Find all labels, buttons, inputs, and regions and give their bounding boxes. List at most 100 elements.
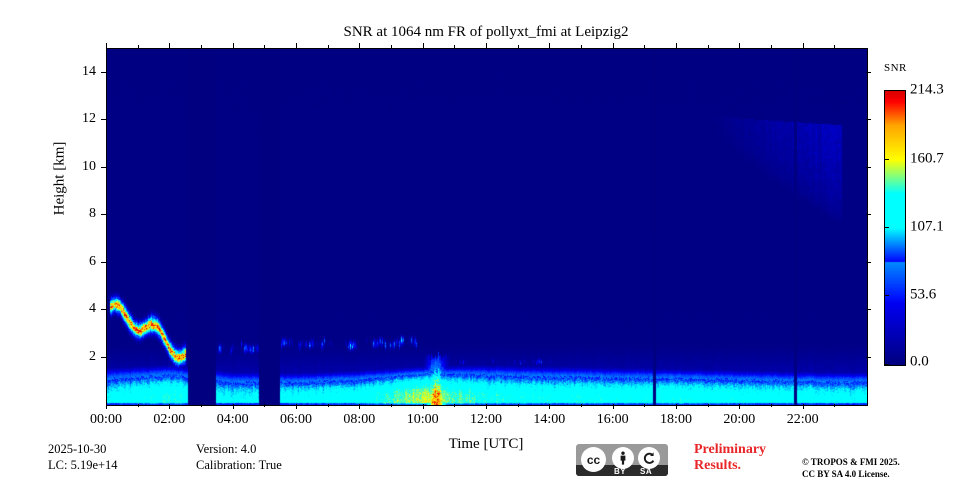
x-axis-minor-tick bbox=[454, 45, 456, 48]
y-axis-tick-label: 12 bbox=[82, 111, 96, 127]
x-axis-minor-tick bbox=[264, 45, 266, 48]
colorbar-title: SNR bbox=[884, 62, 907, 74]
colorbar bbox=[884, 90, 906, 366]
copyright-line-1: © TROPOS & FMI 2025. bbox=[802, 457, 900, 467]
x-axis-tick bbox=[169, 43, 171, 48]
x-axis-tick-label: 18:00 bbox=[660, 412, 692, 427]
x-axis-minor-tick bbox=[454, 404, 456, 407]
y-axis-tick bbox=[866, 356, 871, 358]
y-axis-tick bbox=[101, 119, 106, 121]
x-axis-tick bbox=[232, 43, 234, 48]
x-axis-tick bbox=[802, 404, 804, 409]
colorbar-tick-label: 53.6 bbox=[910, 286, 937, 303]
x-axis-tick-label: 22:00 bbox=[786, 412, 819, 427]
x-axis-tick bbox=[106, 404, 107, 409]
x-axis-tick-label: 16:00 bbox=[596, 412, 629, 427]
y-axis-tick-label: 10 bbox=[82, 158, 96, 174]
x-axis-minor-tick bbox=[834, 404, 836, 407]
x-axis-tick bbox=[359, 404, 361, 409]
y-axis-tick bbox=[866, 309, 871, 311]
x-axis-minor-tick bbox=[707, 404, 709, 407]
x-axis-minor-tick bbox=[201, 404, 202, 407]
x-axis-tick bbox=[549, 404, 551, 409]
snr-heatmap bbox=[107, 49, 867, 405]
x-axis-tick-label: 20:00 bbox=[723, 412, 756, 427]
y-axis-tick bbox=[101, 309, 106, 311]
cc-logo-icon: cc bbox=[581, 447, 606, 472]
x-axis-tick bbox=[802, 43, 804, 48]
x-axis-minor-tick bbox=[137, 404, 139, 407]
y-axis-label: Height [km] bbox=[51, 141, 68, 216]
heatmap-plot-area bbox=[106, 48, 868, 406]
footer-lidar-constant: LC: 5.19e+14 bbox=[48, 458, 118, 472]
y-axis-tick-label: 6 bbox=[89, 253, 96, 269]
colorbar-tick bbox=[885, 227, 889, 229]
x-axis-tick bbox=[486, 404, 487, 409]
x-axis-tick bbox=[106, 43, 107, 48]
x-axis-tick-label: 14:00 bbox=[533, 412, 566, 427]
x-axis-minor-tick bbox=[581, 404, 582, 407]
cc-logo-text: cc bbox=[586, 452, 601, 467]
x-axis-tick bbox=[486, 43, 487, 48]
cc-sa-label: SA bbox=[640, 467, 653, 476]
y-axis-tick bbox=[866, 166, 871, 168]
x-axis-minor-tick bbox=[581, 45, 582, 48]
cc-attribution-icon bbox=[612, 447, 634, 469]
x-axis-tick bbox=[549, 43, 551, 48]
x-axis-tick bbox=[422, 404, 424, 409]
x-axis-minor-tick bbox=[327, 45, 329, 48]
x-axis-minor-tick bbox=[771, 404, 772, 407]
colorbar-tick bbox=[885, 295, 889, 297]
x-axis-minor-tick bbox=[707, 45, 709, 48]
x-axis-tick bbox=[739, 43, 741, 48]
x-axis-tick bbox=[676, 404, 677, 409]
y-axis-tick bbox=[866, 71, 871, 73]
copyright-line-2: CC BY SA 4.0 License. bbox=[802, 469, 890, 480]
x-axis-tick bbox=[232, 404, 234, 409]
x-axis-minor-tick bbox=[644, 404, 646, 407]
x-axis-tick bbox=[739, 404, 741, 409]
colorbar-tick bbox=[885, 90, 889, 91]
x-axis-tick bbox=[169, 404, 171, 409]
x-axis-tick-label: 04:00 bbox=[216, 412, 249, 427]
footer-calibration: Calibration: True bbox=[196, 458, 282, 472]
y-axis-tick bbox=[866, 214, 871, 216]
y-axis-tick bbox=[866, 261, 871, 263]
x-axis-minor-tick bbox=[327, 404, 329, 407]
x-axis-tick-label: 10:00 bbox=[406, 412, 439, 427]
x-axis-tick-label: 06:00 bbox=[280, 412, 312, 427]
x-axis-tick-label: 02:00 bbox=[153, 412, 186, 427]
colorbar-gradient bbox=[885, 91, 905, 365]
colorbar-tick-label: 214.3 bbox=[910, 81, 944, 98]
x-axis-minor-tick bbox=[137, 45, 139, 48]
x-axis-tick bbox=[296, 43, 297, 48]
x-axis-tick-label: 12:00 bbox=[470, 412, 502, 427]
x-axis-minor-tick bbox=[264, 404, 266, 407]
x-axis-tick bbox=[296, 404, 297, 409]
y-axis-tick-label: 8 bbox=[89, 206, 96, 222]
cc-sharealike-icon bbox=[638, 447, 660, 469]
cc-badge-strip bbox=[576, 465, 668, 476]
x-axis-tick bbox=[676, 43, 677, 48]
colorbar-tick bbox=[885, 364, 889, 365]
x-axis-tick-label: 00:00 bbox=[90, 412, 122, 427]
x-axis-minor-tick bbox=[201, 45, 202, 48]
page-title: SNR at 1064 nm FR of pollyxt_fmi at Leip… bbox=[343, 24, 629, 40]
y-axis-tick bbox=[101, 71, 106, 73]
preliminary-results-notice: Preliminary Results. bbox=[694, 442, 767, 474]
y-axis-tick-label: 2 bbox=[89, 348, 96, 364]
x-axis-minor-tick bbox=[517, 45, 519, 48]
footer-date: 2025-10-30 bbox=[48, 442, 107, 456]
y-axis-tick-label: 4 bbox=[89, 301, 96, 317]
y-axis-tick bbox=[101, 261, 106, 263]
y-axis-tick bbox=[101, 166, 106, 168]
x-axis-tick bbox=[612, 404, 614, 409]
footer-version: Version: 4.0 bbox=[196, 442, 257, 456]
colorbar-tick bbox=[885, 158, 889, 160]
cc-by-label: BY bbox=[614, 467, 627, 476]
x-axis-minor-tick bbox=[391, 45, 392, 48]
y-axis-tick bbox=[101, 356, 106, 358]
x-axis-minor-tick bbox=[391, 404, 392, 407]
y-axis-tick bbox=[101, 214, 106, 216]
